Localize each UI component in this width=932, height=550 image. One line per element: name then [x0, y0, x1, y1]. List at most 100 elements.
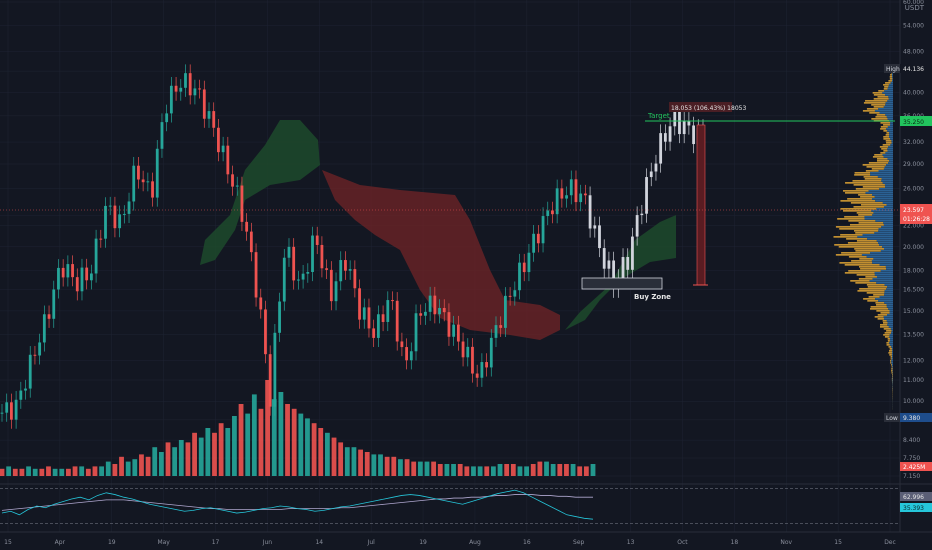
vp-bar-up — [890, 138, 893, 140]
time-axis[interactable]: 15 Apr 19 May 17 Jun 14 Jul 19 Aug 16 Sep 13 Oct 18 Nov… — [4, 539, 896, 546]
last-price-tag — [900, 204, 932, 224]
vp-bar-up — [887, 100, 893, 102]
vp-bar-up — [889, 312, 893, 314]
vp-bar-up — [886, 320, 893, 322]
vp-bar-up — [888, 326, 893, 328]
vp-bar-down — [877, 314, 888, 316]
candle-body — [118, 214, 122, 229]
target-price-tag — [900, 116, 932, 126]
candle-body — [588, 195, 592, 229]
vp-bar-down — [867, 300, 879, 302]
vp-bar-up — [880, 270, 893, 272]
vp-bar-up — [891, 330, 893, 332]
vp-bar-up — [892, 378, 893, 380]
candle-body — [296, 279, 300, 281]
vp-bar-down — [844, 272, 875, 274]
candle-body — [193, 88, 197, 96]
candle-body — [5, 402, 9, 413]
vp-bar-down — [851, 260, 872, 262]
volume-bar — [105, 461, 111, 476]
volume-bar — [384, 456, 390, 476]
vp-bar-down — [857, 290, 885, 292]
vp-bar-up — [882, 202, 893, 204]
vp-bar-up — [885, 94, 893, 96]
price-tick-label: 32.000 — [903, 139, 924, 146]
candle-body — [61, 267, 65, 278]
vp-bar-up — [892, 350, 893, 352]
vp-bar-down — [858, 214, 873, 216]
time-tick-label: Oct — [677, 539, 688, 546]
vp-bar-down — [845, 182, 883, 184]
candle-body — [132, 165, 136, 202]
candle-body — [28, 354, 32, 389]
vp-bar-down — [847, 242, 879, 244]
volume-bar — [570, 464, 576, 476]
vp-bar-up — [883, 224, 893, 226]
high-tag — [884, 64, 900, 73]
buy-zone-box[interactable] — [581, 277, 663, 290]
vp-bar-down — [876, 160, 890, 162]
candle-body — [71, 264, 74, 278]
vp-bar-down — [886, 344, 890, 346]
vp-bar-up — [892, 356, 893, 358]
volume-bar — [19, 468, 25, 476]
volume-bar — [510, 464, 516, 476]
candle-body — [489, 337, 493, 368]
time-tick-label: Sep — [573, 539, 585, 546]
time-tick-label: May — [157, 539, 170, 546]
vp-bar-up — [885, 152, 893, 154]
volume-bar — [79, 466, 85, 476]
vp-bar-up — [889, 136, 893, 138]
candle-body — [301, 273, 305, 280]
vp-bar-up — [889, 340, 893, 342]
vp-bar-down — [849, 224, 884, 226]
candle-body — [320, 244, 324, 269]
vp-bar-down — [853, 206, 884, 208]
vp-bar-up — [874, 196, 893, 198]
price-tick-label: 16.500 — [903, 287, 924, 294]
vp-bar-up — [882, 92, 893, 94]
projection-range — [696, 124, 706, 286]
vp-bar-up — [872, 278, 893, 280]
candle-body — [268, 354, 272, 407]
candle-body — [99, 238, 103, 240]
volume-bar — [457, 464, 463, 476]
vp-bar-down — [860, 204, 887, 206]
volume-bar — [338, 442, 344, 476]
candle-body — [325, 268, 329, 270]
vp-bar-down — [854, 174, 871, 176]
candle-body — [574, 179, 578, 203]
candle-body — [334, 281, 338, 302]
vp-bar-up — [888, 98, 893, 100]
vp-bar-down — [871, 104, 886, 106]
vp-bar-down — [840, 234, 863, 236]
high-value: 44.136 — [903, 66, 924, 73]
vp-bar-up — [887, 148, 893, 150]
vp-bar-down — [892, 374, 893, 376]
vp-bar-down — [833, 236, 858, 238]
vp-bar-down — [882, 144, 891, 146]
price-candles — [0, 64, 705, 429]
vp-bar-down — [868, 162, 889, 164]
vp-bar-down — [839, 262, 873, 264]
candle-body — [80, 267, 84, 292]
vp-bar-up — [884, 294, 893, 296]
volume-bar — [251, 394, 257, 476]
vp-bar-up — [886, 128, 893, 130]
vp-bar-down — [885, 134, 890, 136]
volume-bar — [139, 454, 144, 476]
vp-bar-down — [880, 128, 887, 130]
candle-body — [602, 248, 606, 269]
vp-bar-down — [856, 274, 875, 276]
volume-bar — [391, 456, 397, 476]
vp-bar-up — [875, 220, 893, 222]
candle-body — [579, 193, 583, 203]
candle-body — [198, 88, 201, 90]
vp-bar-up — [887, 286, 893, 288]
vp-bar-up — [881, 180, 893, 182]
candle-body — [508, 295, 512, 297]
vp-bar-up — [876, 282, 893, 284]
vp-bar-down — [886, 330, 892, 332]
vp-bar-up — [889, 344, 893, 346]
